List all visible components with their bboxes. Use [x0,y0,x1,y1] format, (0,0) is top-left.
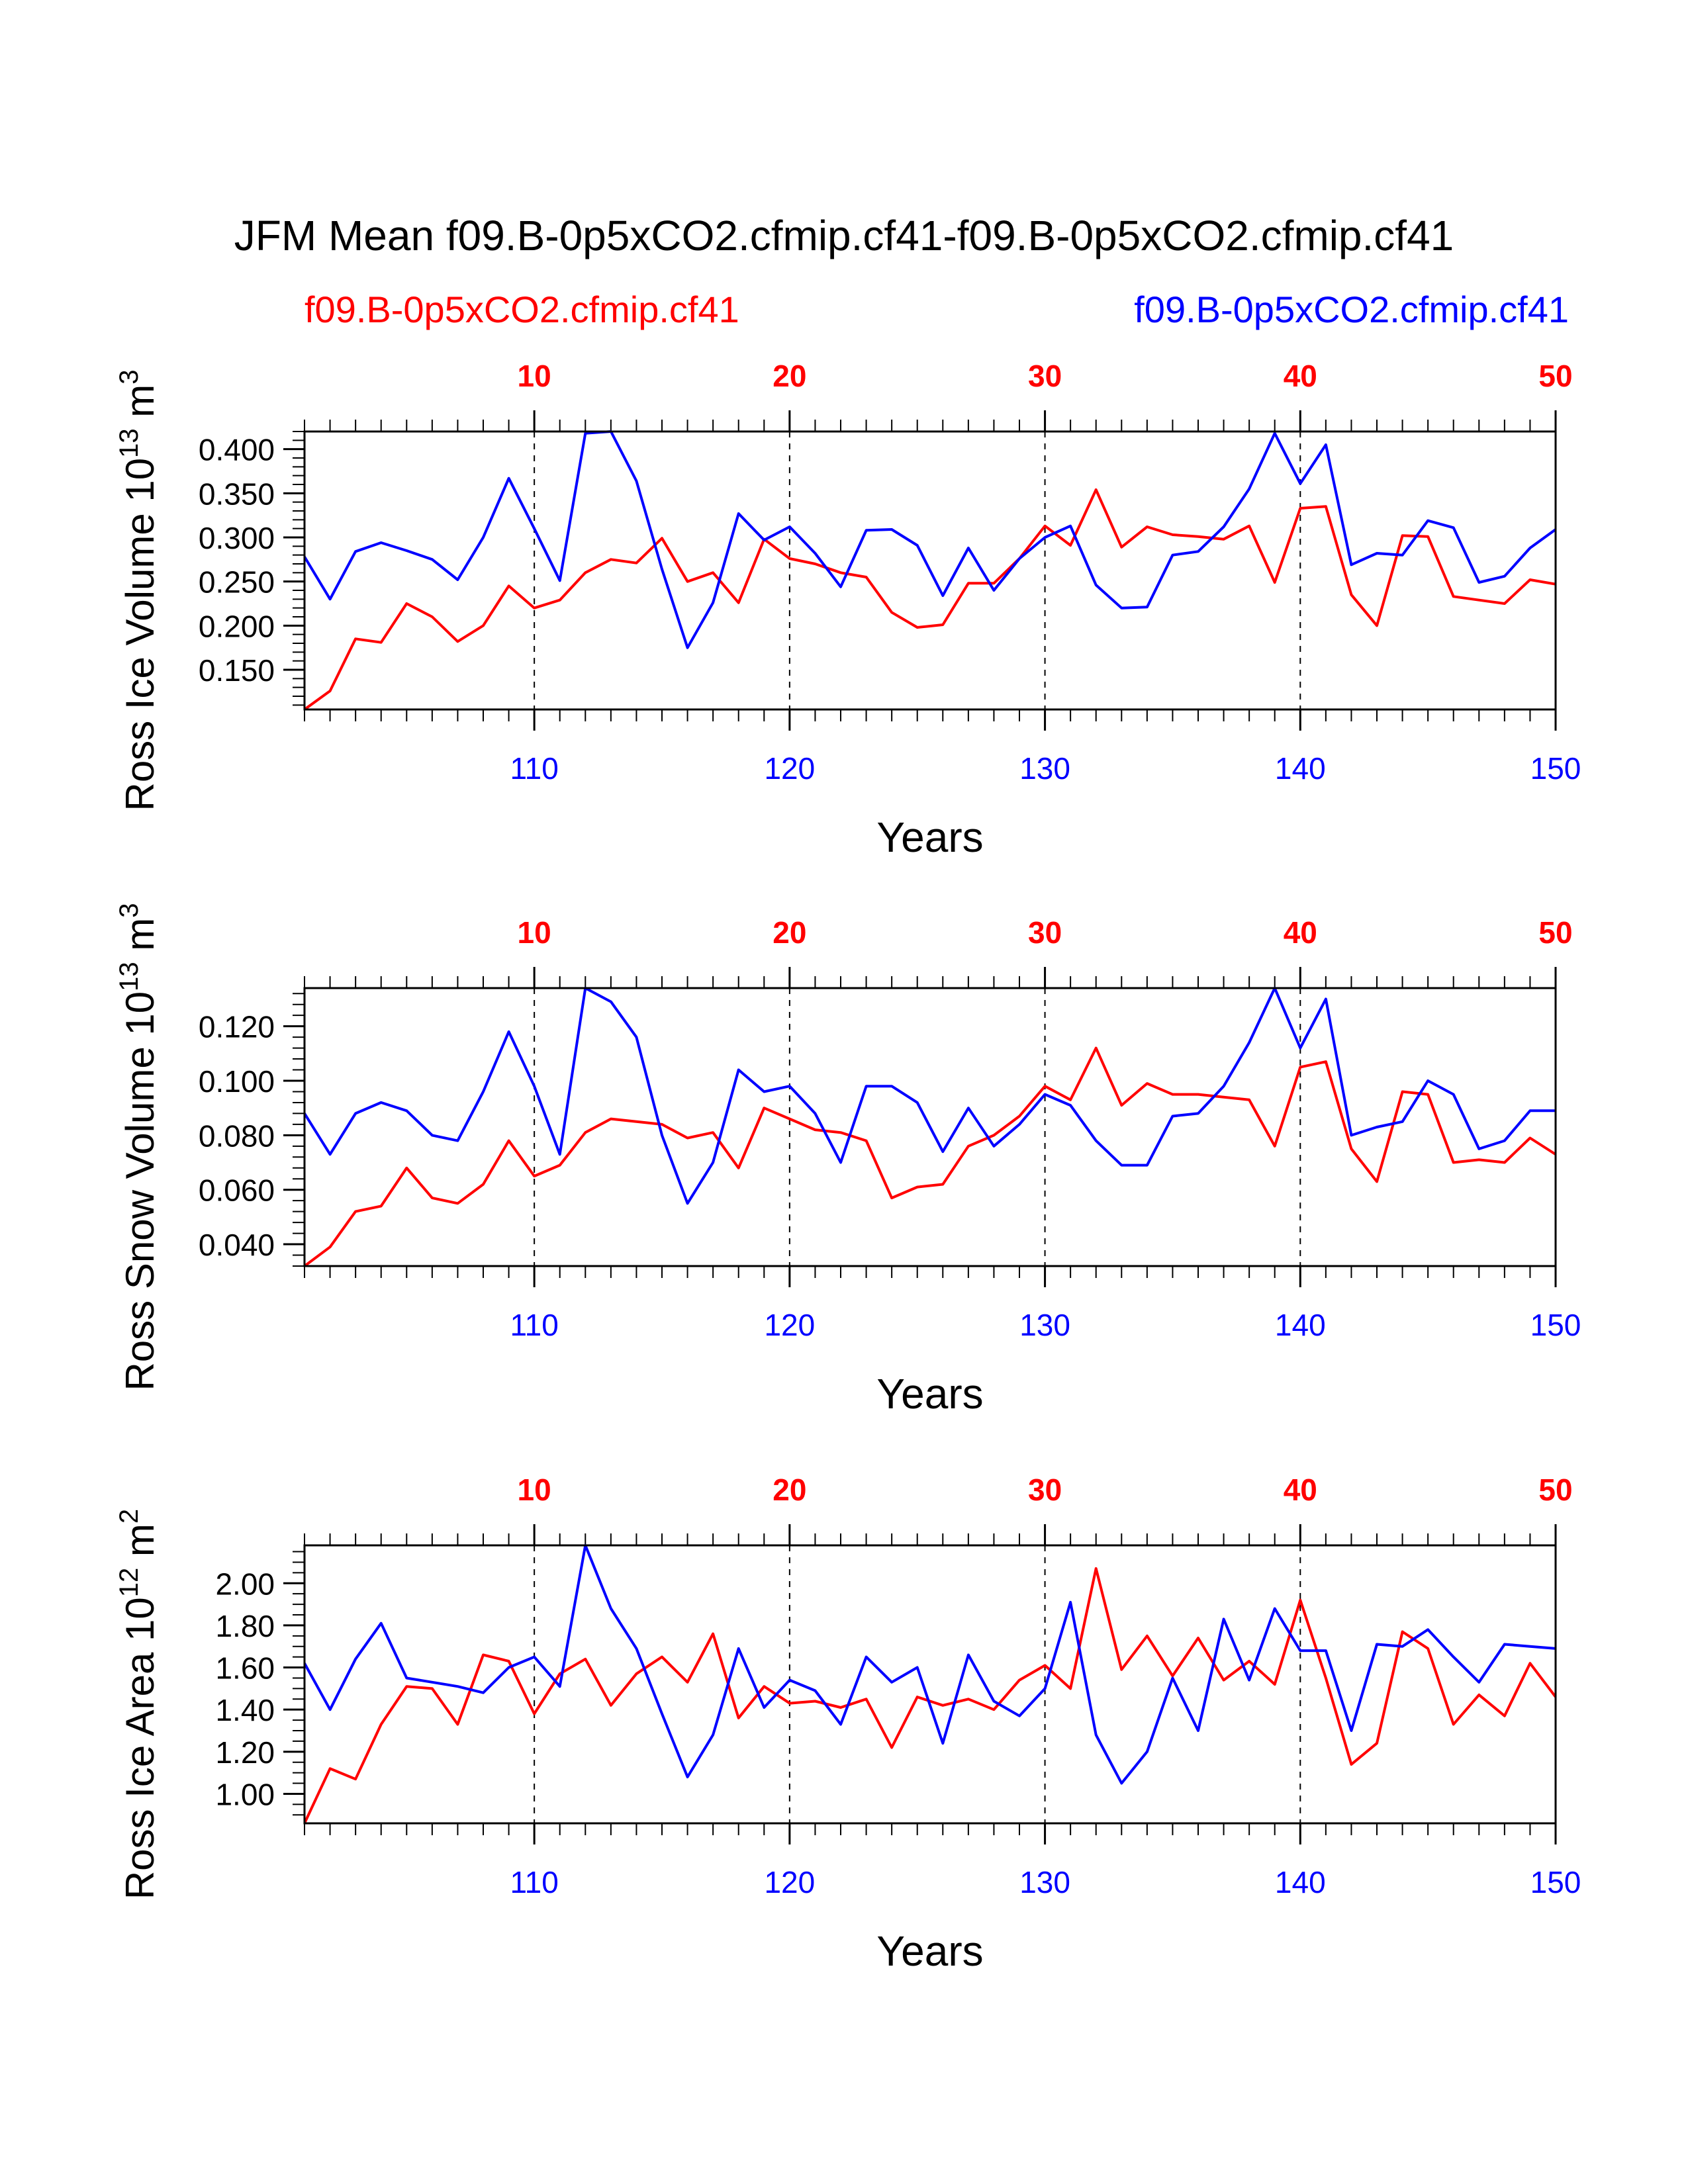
y-axis-title-unit: m [118,385,162,429]
series-line-blue [305,1544,1556,1785]
y-tick-label: 0.150 [199,653,275,688]
y-tick-label: 1.60 [215,1651,275,1686]
bottom-tick-label: 110 [510,1308,558,1342]
y-axis-title: Ross Ice Volume 1013 m3 [115,369,162,811]
bottom-tick-label: 150 [1530,751,1581,786]
plot-frame [303,1544,1557,1825]
y-axis-title-exp: 13 [115,428,144,458]
bottom-tick-label: 140 [1275,1865,1326,1899]
y-tick-label: 1.80 [215,1609,275,1643]
y-axis-title-text: Ross Ice Volume 10 [118,458,162,811]
bottom-tick-label: 110 [510,1865,558,1899]
y-axis-title-unit: m [118,918,162,962]
top-tick-label: 20 [773,1473,806,1507]
bottom-tick-label: 110 [510,751,558,786]
bottom-tick-label: 120 [764,1308,815,1342]
y-tick-label: 0.060 [199,1173,275,1208]
y-tick-label: 0.040 [199,1228,275,1262]
y-tick-label: 0.300 [199,521,275,555]
top-tick-label: 40 [1284,915,1317,950]
y-axis-title-unit: m [118,1524,162,1568]
bottom-tick-label: 140 [1275,1308,1326,1342]
chart-panel-3: 1.00 1.20 1.40 1.60 1.80 2.00 110 120 130 140 150 1… [115,1473,1581,1975]
y-tick-label: 0.350 [199,477,275,511]
y-axis-title-exp: 12 [115,1568,144,1598]
chart-panel-1: 0.150 0.200 0.250 0.300 0.350 0.400 110 120 130 1… [115,359,1581,861]
bottom-tick-label: 150 [1530,1865,1581,1899]
series-line-red [305,1046,1556,1267]
y-tick-label: 1.40 [215,1693,275,1727]
series-line-blue [305,987,1556,1205]
series-line-blue [305,430,1556,649]
y-tick-label: 0.200 [199,609,275,643]
x-axis-title: Years [876,1927,983,1975]
y-tick-label: 0.120 [199,1010,275,1044]
figure-title: JFM Mean f09.B-0p5xCO2.cfmip.cf41-f09.B-… [234,212,1454,259]
series-line-red [305,1567,1556,1824]
top-tick-label: 50 [1538,359,1572,393]
y-axis-title-unit-exp: 3 [115,369,144,384]
y-tick-label: 1.20 [215,1735,275,1770]
top-tick-label: 50 [1538,915,1572,950]
bottom-tick-label: 130 [1019,1308,1070,1342]
top-tick-label: 30 [1028,359,1062,393]
bottom-tick-label: 120 [764,1865,815,1899]
y-axis-title-text: Ross Snow Volume 10 [118,991,162,1391]
y-tick-label: 0.080 [199,1118,275,1153]
y-axis-title-unit-exp: 2 [115,1509,144,1524]
y-tick-label: 1.00 [215,1777,275,1811]
chart-panel-2: 0.040 0.060 0.080 0.100 0.120 110 120 130 140 150… [115,903,1581,1418]
top-tick-label: 40 [1284,1473,1317,1507]
legend-label-red: f09.B-0p5xCO2.cfmip.cf41 [305,289,739,330]
y-axis-title: Ross Ice Area 1012 m2 [115,1509,162,1899]
y-tick-label: 0.100 [199,1064,275,1099]
x-axis-title: Years [876,1370,983,1418]
top-tick-label: 40 [1284,359,1317,393]
bottom-tick-label: 150 [1530,1308,1581,1342]
top-tick-label: 30 [1028,1473,1062,1507]
y-axis-title-text: Ross Ice Area 10 [118,1597,162,1899]
plot-frame [303,987,1557,1267]
y-tick-label: 0.400 [199,433,275,467]
y-axis-title: Ross Snow Volume 1013 m3 [115,903,162,1390]
y-tick-label: 2.00 [215,1567,275,1601]
x-axis-title: Years [876,813,983,861]
y-axis-title-unit-exp: 3 [115,903,144,917]
series-line-red [305,488,1556,711]
bottom-tick-label: 130 [1019,751,1070,786]
top-tick-label: 10 [518,915,551,950]
top-tick-label: 20 [773,915,806,950]
y-axis-title-exp: 13 [115,962,144,991]
top-tick-label: 10 [518,1473,551,1507]
bottom-tick-label: 140 [1275,751,1326,786]
plot-frame [303,430,1557,711]
bottom-tick-label: 130 [1019,1865,1070,1899]
top-tick-label: 30 [1028,915,1062,950]
top-tick-label: 20 [773,359,806,393]
top-tick-label: 50 [1538,1473,1572,1507]
top-tick-label: 10 [518,359,551,393]
y-tick-label: 0.250 [199,565,275,600]
bottom-tick-label: 120 [764,751,815,786]
legend-label-blue: f09.B-0p5xCO2.cfmip.cf41 [1134,289,1569,330]
